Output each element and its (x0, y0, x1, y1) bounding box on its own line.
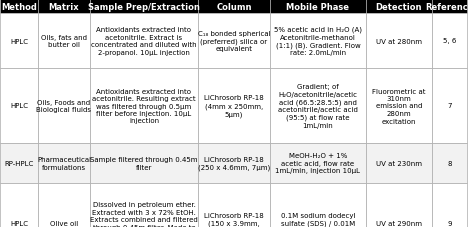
Text: Antioxidants extracted into
acetonitrile. Resulting extract
was filtered through: Antioxidants extracted into acetonitrile… (92, 88, 196, 124)
Bar (90, 14, 198, 69)
Text: Fluorometric at
310nm
emission and
280nm
excitation: Fluorometric at 310nm emission and 280nm… (372, 88, 426, 124)
Text: LiChrosorb RP-18
(150 x 3.9mm,
10μm): LiChrosorb RP-18 (150 x 3.9mm, 10μm) (204, 212, 264, 227)
Bar (0, 14, 38, 69)
Text: Gradient; of
H₂O/acetonitrile/acetic
acid (66.5:28.5:5) and
acetonitrile/acetic : Gradient; of H₂O/acetonitrile/acetic aci… (278, 84, 358, 128)
Text: HPLC: HPLC (10, 220, 28, 226)
Bar (90, 143, 198, 183)
Text: HPLC: HPLC (10, 103, 28, 109)
Text: Column: Column (216, 2, 252, 11)
Text: Pharmaceutical
formulations: Pharmaceutical formulations (37, 157, 91, 170)
Bar (38, 0, 90, 14)
Bar (0, 183, 38, 227)
Text: RP-HPLC: RP-HPLC (4, 160, 34, 166)
Bar (90, 183, 198, 227)
Bar (366, 14, 432, 69)
Bar (38, 143, 90, 183)
Bar (90, 69, 198, 143)
Bar (270, 183, 366, 227)
Text: Oils, fats and
butter oil: Oils, fats and butter oil (41, 35, 87, 48)
Text: UV at 280nm: UV at 280nm (376, 38, 422, 44)
Text: UV at 230nm: UV at 230nm (376, 160, 422, 166)
Text: Antioxidants extracted into
acetonitrile. Extract is
concentrated and diluted wi: Antioxidants extracted into acetonitrile… (91, 27, 197, 56)
Bar (270, 14, 366, 69)
Text: Reference: Reference (425, 2, 474, 11)
Bar (432, 14, 467, 69)
Bar (198, 143, 270, 183)
Bar (270, 143, 366, 183)
Text: 5, 6: 5, 6 (443, 38, 456, 44)
Bar (432, 69, 467, 143)
Bar (366, 143, 432, 183)
Bar (432, 0, 467, 14)
Text: Dissolved in petroleum ether.
Extracted with 3 x 72% EtOH.
Extracts combined and: Dissolved in petroleum ether. Extracted … (90, 201, 198, 227)
Bar (198, 183, 270, 227)
Text: Method: Method (1, 2, 37, 11)
Text: Olive oil: Olive oil (50, 220, 78, 226)
Text: Matrix: Matrix (49, 2, 79, 11)
Bar (432, 143, 467, 183)
Text: Mobile Phase: Mobile Phase (286, 2, 349, 11)
Text: Sample filtered through 0.45m
filter: Sample filtered through 0.45m filter (90, 157, 198, 170)
Bar (366, 69, 432, 143)
Text: 9: 9 (447, 220, 452, 226)
Bar (366, 183, 432, 227)
Text: Sample Prep/Extraction: Sample Prep/Extraction (88, 2, 200, 11)
Bar (198, 0, 270, 14)
Bar (0, 143, 38, 183)
Bar (432, 183, 467, 227)
Bar (270, 69, 366, 143)
Text: 0.1M sodium dodecyl
sulfate (SDS) / 0.01M
H₃PO₄ /30% PrOH: 0.1M sodium dodecyl sulfate (SDS) / 0.01… (281, 212, 355, 227)
Text: 7: 7 (447, 103, 452, 109)
Text: Detection: Detection (376, 2, 422, 11)
Bar (0, 0, 38, 14)
Bar (366, 0, 432, 14)
Bar (198, 69, 270, 143)
Text: MeOH-H₂O + 1%
acetic acid, flow rate
1mL/min, injection 10μL: MeOH-H₂O + 1% acetic acid, flow rate 1mL… (275, 153, 361, 174)
Text: 5% acetic acid in H₂O (A)
Acetonitrile-methanol
(1:1) (B). Gradient. Flow
rate: : 5% acetic acid in H₂O (A) Acetonitrile-m… (274, 27, 362, 56)
Bar (38, 183, 90, 227)
Text: Oils, Foods and
Biological fluids: Oils, Foods and Biological fluids (36, 99, 91, 113)
Text: C₁₈ bonded spherical
(preferred) silica or
equivalent: C₁₈ bonded spherical (preferred) silica … (198, 31, 270, 52)
Bar (38, 69, 90, 143)
Text: 8: 8 (447, 160, 452, 166)
Text: HPLC: HPLC (10, 38, 28, 44)
Bar (0, 69, 38, 143)
Bar (198, 14, 270, 69)
Bar (90, 0, 198, 14)
Text: LiChrosorb RP-18
(250 x 4.6mm, 7μm): LiChrosorb RP-18 (250 x 4.6mm, 7μm) (198, 156, 270, 170)
Text: LiChrosorb RP-18
(4mm x 250mm,
5μm): LiChrosorb RP-18 (4mm x 250mm, 5μm) (204, 95, 264, 117)
Bar (270, 0, 366, 14)
Text: UV at 290nm: UV at 290nm (376, 220, 422, 226)
Bar (38, 14, 90, 69)
